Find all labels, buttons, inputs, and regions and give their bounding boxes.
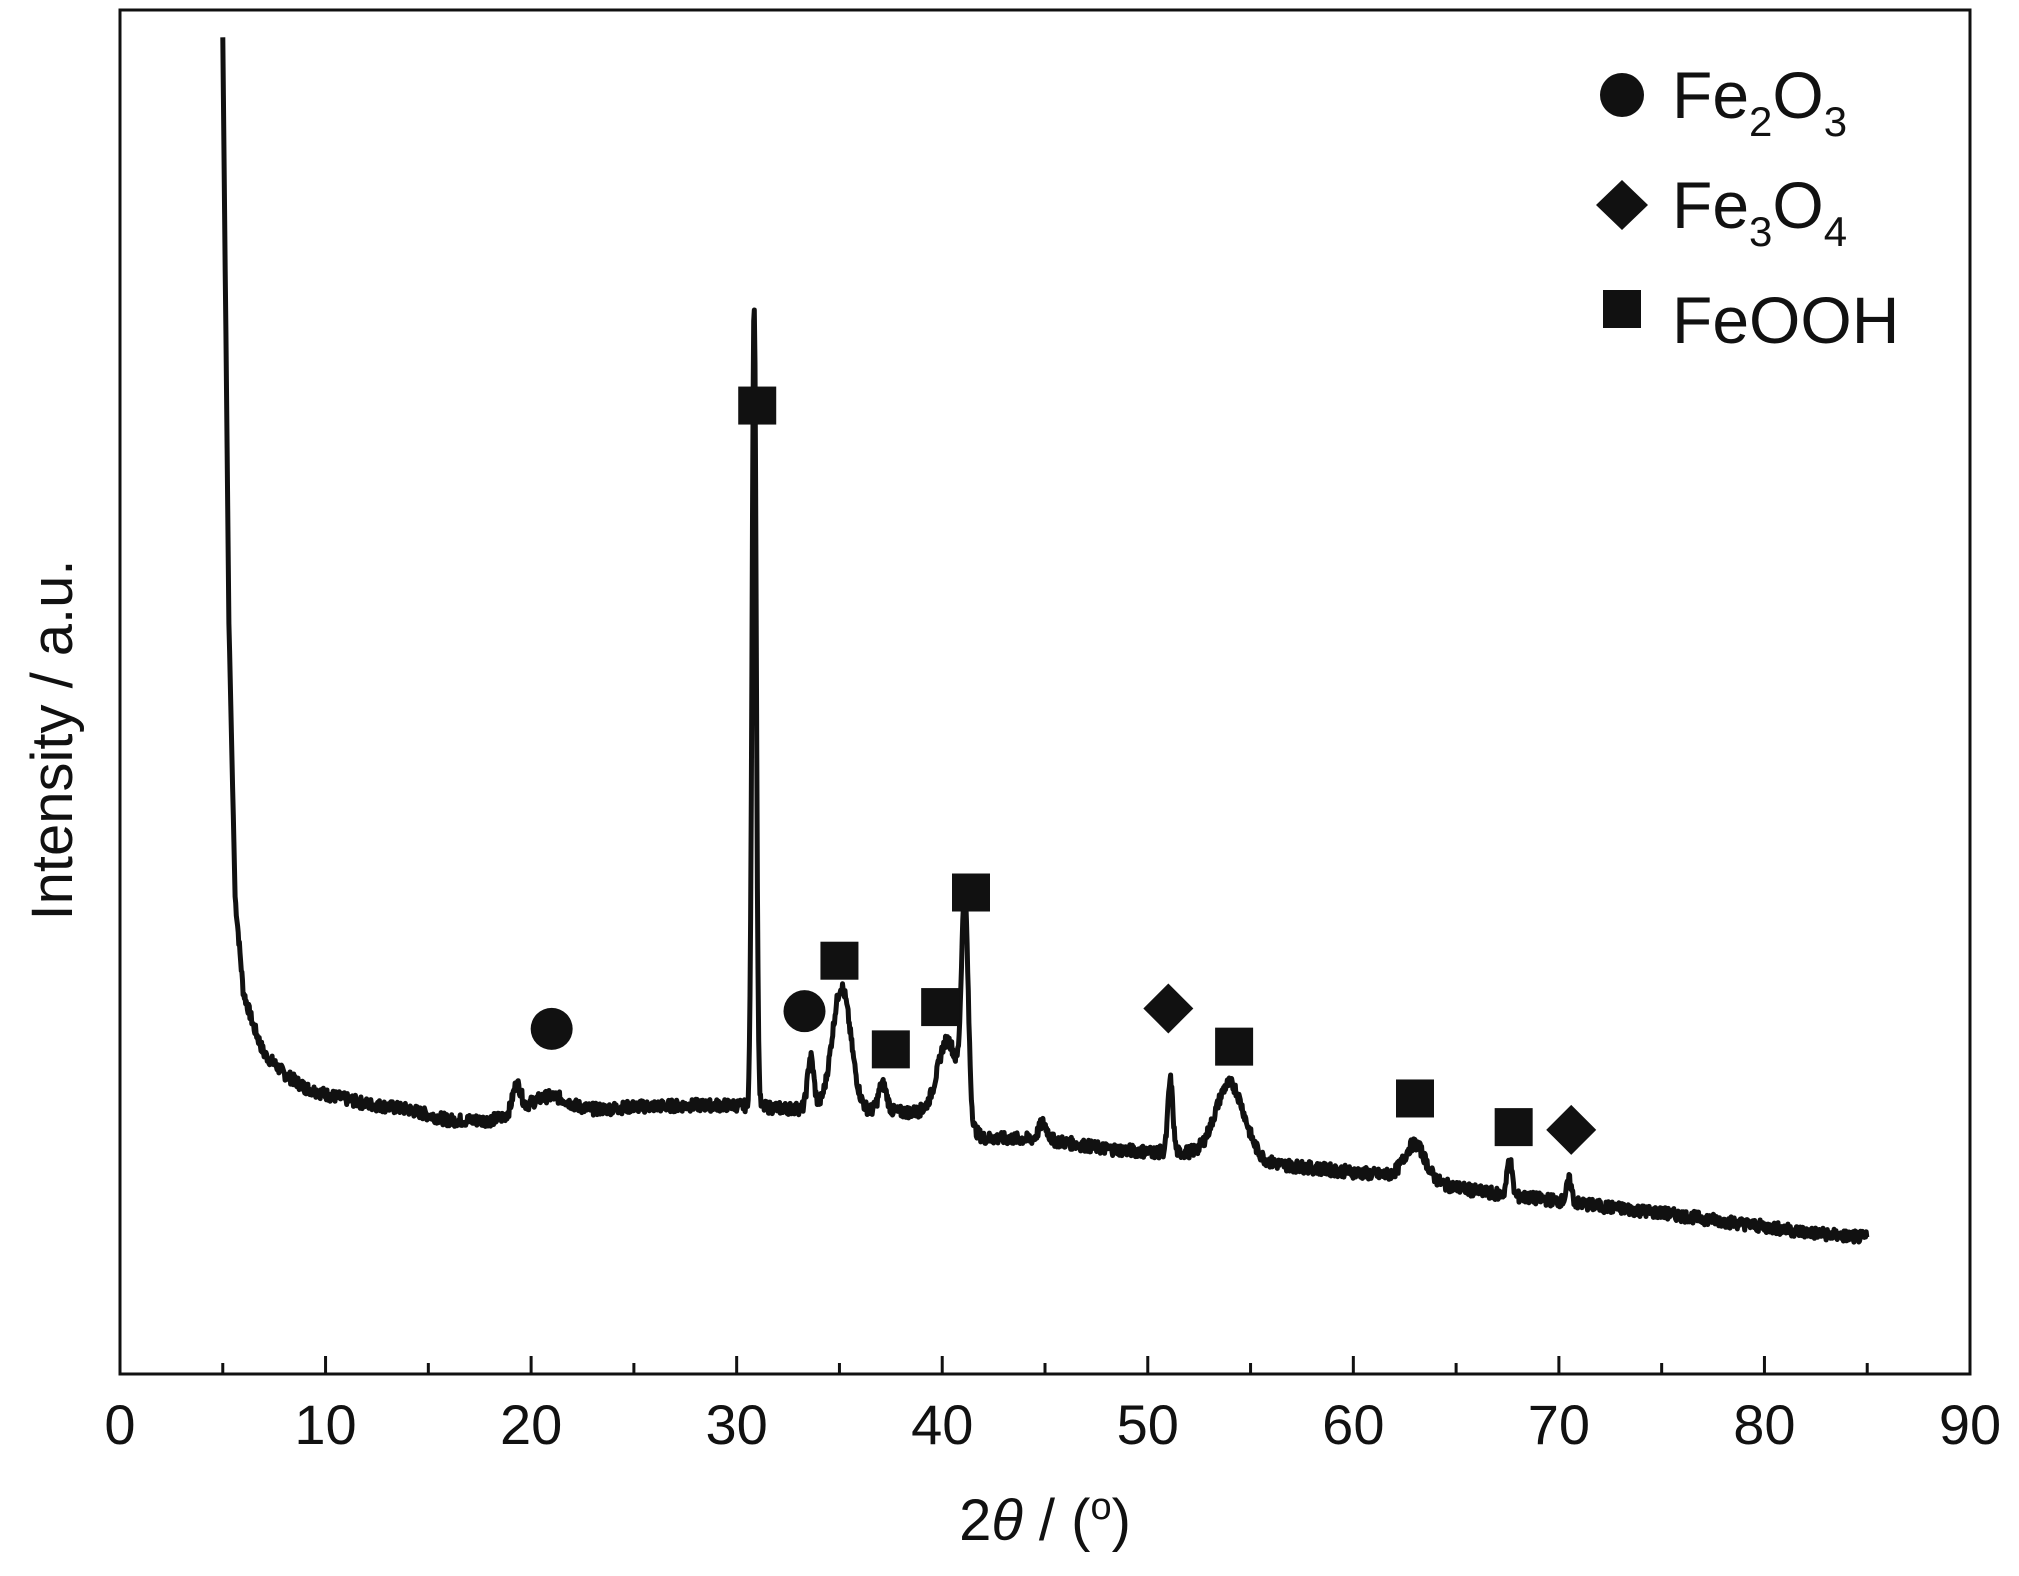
legend: Fe2O3 Fe3O4 FeOOH xyxy=(1596,58,1899,357)
square-peak-marker xyxy=(1495,1108,1533,1146)
y-axis-title: Intensity / a.u. xyxy=(20,559,85,920)
legend-square-marker xyxy=(1603,290,1641,328)
square-peak-marker xyxy=(820,942,858,980)
legend-label-fe2o3: Fe2O3 xyxy=(1672,58,1847,145)
square-peak-marker xyxy=(952,874,990,912)
legend-item-fe2o3: Fe2O3 xyxy=(1600,58,1847,145)
square-peak-marker xyxy=(921,988,959,1026)
circle-peak-marker xyxy=(784,990,826,1032)
x-axis-title: 2θ / (o) xyxy=(959,1486,1131,1553)
x-title-suffix: / ( xyxy=(1023,1488,1091,1553)
x-tick-label: 60 xyxy=(1322,1393,1384,1456)
legend-item-fe3o4: Fe3O4 xyxy=(1596,168,1847,255)
x-title-close: ) xyxy=(1112,1488,1131,1553)
x-tick-label: 20 xyxy=(500,1393,562,1456)
x-axis-tick-labels: 0 10 20 30 40 50 60 70 80 90 xyxy=(104,1393,2001,1456)
legend-label-feooh: FeOOH xyxy=(1672,283,1899,357)
square-peak-marker xyxy=(1396,1079,1434,1117)
x-tick-label: 0 xyxy=(104,1393,135,1456)
x-tick-label: 40 xyxy=(911,1393,973,1456)
legend-circle-marker xyxy=(1600,73,1644,117)
square-peak-marker xyxy=(738,387,776,425)
x-tick-label: 90 xyxy=(1939,1393,2001,1456)
square-peak-marker xyxy=(872,1030,910,1068)
x-tick-label: 30 xyxy=(706,1393,768,1456)
x-title-prefix: 2 xyxy=(959,1488,991,1553)
legend-diamond-marker xyxy=(1596,180,1648,230)
x-tick-label: 70 xyxy=(1528,1393,1590,1456)
x-axis-ticks xyxy=(120,1356,1970,1374)
x-tick-label: 10 xyxy=(294,1393,356,1456)
square-peak-marker xyxy=(1215,1028,1253,1066)
x-tick-label: 50 xyxy=(1117,1393,1179,1456)
x-title-theta: θ xyxy=(991,1488,1022,1553)
peak-markers xyxy=(531,387,1597,1155)
legend-label-fe3o4: Fe3O4 xyxy=(1672,168,1847,255)
circle-peak-marker xyxy=(531,1008,573,1050)
x-tick-label: 80 xyxy=(1733,1393,1795,1456)
diamond-peak-marker xyxy=(1143,983,1193,1033)
x-title-degree: o xyxy=(1090,1486,1111,1528)
diamond-peak-marker xyxy=(1546,1105,1596,1155)
legend-item-feooh: FeOOH xyxy=(1603,283,1899,357)
